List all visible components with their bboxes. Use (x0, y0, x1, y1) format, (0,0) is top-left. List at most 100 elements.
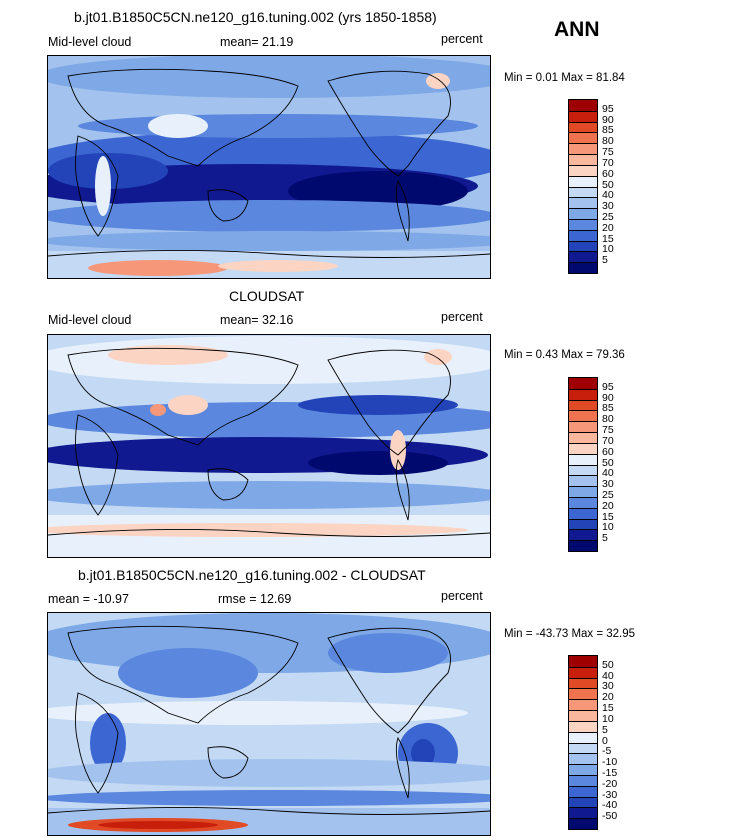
season-label: ANN (554, 18, 600, 41)
panel-3-rmse-label: rmse = 12.69 (218, 592, 292, 606)
colorbar-swatch (569, 529, 597, 541)
panel-2-title: CLOUDSAT (229, 288, 305, 304)
colorbar-tick-label: 85 (602, 402, 614, 415)
colorbar-tick-label: 60 (602, 445, 614, 458)
colorbar-tick-label: 15 (602, 702, 614, 715)
colorbar-tick-label: 90 (602, 113, 614, 126)
colorbar-tick-label: 75 (602, 424, 614, 437)
colorbar-tick-label: 5 (602, 254, 608, 267)
colorbar-swatch (569, 218, 597, 230)
colorbar-tick-label: -15 (602, 766, 618, 779)
panel-1-map (47, 55, 491, 279)
colorbar-swatch (569, 197, 597, 209)
colorbar-swatch (569, 518, 597, 530)
colorbar-tick-label: 20 (602, 691, 614, 704)
colorbar-tick-label: 5 (602, 532, 608, 545)
panel-1-mean-label: mean= 21.19 (220, 35, 294, 49)
colorbar-tick-label: 10 (602, 712, 614, 725)
colorbar-tick-label: 25 (602, 488, 614, 501)
colorbar-swatch (569, 251, 597, 263)
colorbar-swatch (569, 143, 597, 155)
colorbar-swatch (569, 540, 597, 551)
colorbar-swatch (569, 442, 597, 454)
colorbar-swatch (569, 175, 597, 187)
panel-3-title: b.jt01.B1850C5CN.ne120_g16.tuning.002 - … (78, 567, 426, 583)
panel-2-min-max: Min = 0.43 Max = 79.36 (504, 349, 625, 361)
colorbar-tick-label: 70 (602, 156, 614, 169)
colorbar-tick-label: 50 (602, 178, 614, 191)
panel-2-units-label: percent (441, 310, 483, 324)
colorbar-tick-label: 60 (602, 167, 614, 180)
colorbar-swatch (569, 132, 597, 144)
colorbar-tick-label: 70 (602, 434, 614, 447)
panel-3-colorbar (568, 655, 598, 830)
colorbar-swatch (569, 208, 597, 219)
colorbar-swatch (569, 154, 597, 165)
colorbar-swatch (569, 699, 597, 711)
colorbar-tick-label: 95 (602, 380, 614, 393)
colorbar-tick-label: 25 (602, 210, 614, 223)
colorbar-swatch (569, 785, 597, 797)
panel-3-mean-label: mean = -10.97 (48, 592, 129, 606)
colorbar-swatch (569, 262, 597, 273)
colorbar-swatch (569, 421, 597, 433)
panel-2-map (47, 334, 491, 558)
colorbar-swatch (569, 121, 597, 133)
panel-3-map (47, 612, 491, 836)
colorbar-tick-label: -20 (602, 777, 618, 790)
colorbar-tick-label: 40 (602, 189, 614, 202)
colorbar-tick-label: 0 (602, 734, 608, 747)
colorbar-tick-label: -5 (602, 745, 612, 758)
colorbar-swatch (569, 818, 597, 829)
panel-3-min-max: Min = -43.73 Max = 32.95 (504, 628, 636, 640)
colorbar-tick-label: 10 (602, 521, 614, 534)
colorbar-tick-label: 20 (602, 221, 614, 234)
colorbar-tick-label: 5 (602, 723, 608, 736)
colorbar-tick-label: 75 (602, 146, 614, 159)
colorbar-swatch (569, 656, 597, 667)
colorbar-swatch (569, 807, 597, 819)
colorbar-swatch (569, 475, 597, 487)
colorbar-tick-label: 85 (602, 124, 614, 137)
colorbar-swatch (569, 742, 597, 754)
colorbar-swatch (569, 720, 597, 732)
panel-1-colorbar (568, 99, 598, 274)
panel-2-left-label: Mid-level cloud (48, 313, 132, 327)
colorbar-swatch (569, 453, 597, 465)
panel-3-units-label: percent (441, 589, 483, 603)
colorbar-swatch (569, 753, 597, 765)
panel-1-min-max: Min = 0.01 Max = 81.84 (504, 72, 625, 84)
colorbar-swatch (569, 388, 597, 400)
colorbar-swatch (569, 774, 597, 786)
colorbar-tick-label: 15 (602, 510, 614, 523)
colorbar-tick-label: 15 (602, 232, 614, 245)
colorbar-tick-label: 20 (602, 499, 614, 512)
colorbar-swatch (569, 240, 597, 252)
colorbar-tick-label: 40 (602, 467, 614, 480)
colorbar-swatch (569, 432, 597, 443)
panel-1-title: b.jt01.B1850C5CN.ne120_g16.tuning.002 (y… (74, 9, 437, 25)
colorbar-swatch (569, 666, 597, 678)
colorbar-tick-label: -50 (602, 810, 618, 823)
panel-2-colorbar (568, 377, 598, 552)
colorbar-swatch (569, 677, 597, 689)
colorbar-tick-label: 95 (602, 102, 614, 115)
colorbar-tick-label: 50 (602, 658, 614, 671)
colorbar-tick-label: 50 (602, 456, 614, 469)
colorbar-tick-label: 90 (602, 391, 614, 404)
panel-1-left-label: Mid-level cloud (48, 35, 132, 49)
colorbar-swatch (569, 100, 597, 111)
colorbar-swatch (569, 688, 597, 700)
colorbar-tick-label: 10 (602, 243, 614, 256)
colorbar-tick-label: -40 (602, 799, 618, 812)
colorbar-tick-label: 30 (602, 680, 614, 693)
colorbar-swatch (569, 229, 597, 241)
colorbar-swatch (569, 796, 597, 808)
colorbar-tick-label: 80 (602, 135, 614, 148)
colorbar-swatch (569, 164, 597, 176)
panel-2-mean-label: mean= 32.16 (220, 313, 294, 327)
colorbar-swatch (569, 410, 597, 422)
colorbar-tick-label: 80 (602, 413, 614, 426)
colorbar-swatch (569, 507, 597, 519)
colorbar-swatch (569, 464, 597, 476)
